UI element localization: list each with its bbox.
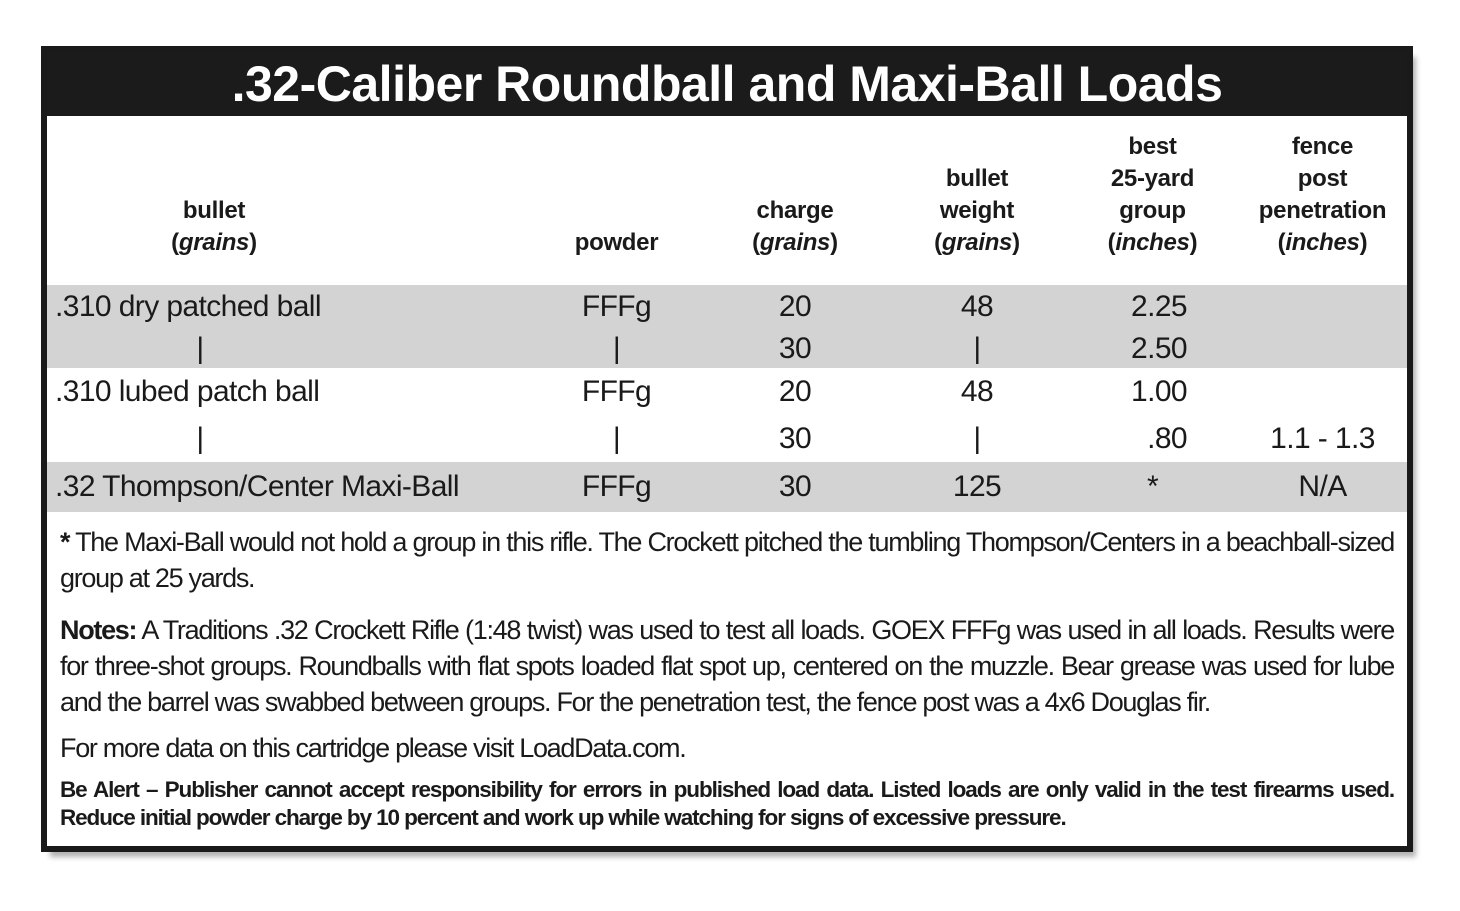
table-title: .32-Caliber Roundball and Maxi-Ball Load…	[231, 56, 1223, 112]
notes-label: Notes:	[60, 615, 138, 645]
cell-best-group: 2.25	[1131, 290, 1188, 323]
cell-bullet: |	[196, 331, 204, 365]
col-header-powder: powder	[574, 229, 659, 256]
cell-bullet-weight: |	[973, 331, 981, 365]
cell-bullet: .32 Thompson/Center Maxi-Ball	[55, 470, 460, 503]
cell-penetration	[1238, 368, 1407, 415]
cell-charge: 20	[778, 374, 812, 408]
cell-bullet: |	[196, 421, 204, 455]
more-data-line: For more data on this cartridge please v…	[60, 733, 687, 763]
cell-charge: 30	[778, 331, 812, 365]
cell-best-group: 2.50	[1131, 331, 1188, 365]
asterisk-marker: *	[60, 527, 71, 557]
publisher-alert: Be Alert – Publisher cannot accept respo…	[60, 777, 1395, 830]
cell-bullet-weight: |	[973, 421, 981, 455]
cell-penetration: 1.1 - 1.3	[1270, 421, 1375, 455]
asterisk-footnote-text: The Maxi-Ball would not hold a group in …	[60, 527, 1395, 593]
header-row: bullet (grains) powder charge (grains) b…	[47, 116, 1407, 285]
cell-powder: FFFg	[581, 470, 652, 503]
notes-text: A Traditions .32 Crockett Rifle (1:48 tw…	[60, 615, 1395, 717]
cell-bullet: .310 lubed patch ball	[55, 374, 320, 408]
cell-bullet-weight: 48	[960, 290, 994, 323]
col-header-bullet: bullet (grains)	[171, 197, 257, 256]
col-header-charge: charge (grains)	[752, 197, 838, 256]
cell-penetration	[1238, 285, 1407, 329]
load-row-dry-patched-ball: .310 dry patched ball FFFg 20 48 2.25	[47, 285, 1407, 329]
cell-charge: 20	[778, 290, 812, 323]
load-row-thompson-center-maxi-ball: .32 Thompson/Center Maxi-Ball FFFg 30 12…	[47, 462, 1407, 512]
cell-bullet: .310 dry patched ball	[55, 290, 322, 323]
load-data-table: .32-Caliber Roundball and Maxi-Ball Load…	[41, 46, 1413, 852]
col-header-best-group: best 25-yard group (inches)	[1107, 133, 1198, 256]
cell-penetration	[1238, 329, 1407, 368]
cell-penetration: N/A	[1298, 470, 1347, 503]
asterisk-footnote: * The Maxi-Ball would not hold a group i…	[60, 524, 1395, 596]
table-title-bar: .32-Caliber Roundball and Maxi-Ball Load…	[47, 52, 1407, 116]
col-header-fence-post-penetration: fence post penetration (inches)	[1258, 133, 1387, 256]
load-row-lubed-patch-ball: .310 lubed patch ball FFFg 20 48 1.00	[47, 368, 1407, 415]
cell-best-group: 1.00	[1131, 374, 1188, 408]
cell-charge: 30	[778, 470, 812, 503]
cell-powder: FFFg	[581, 290, 652, 323]
footnotes-section: * The Maxi-Ball would not hold a group i…	[47, 512, 1407, 846]
load-row-dry-patched-ball-cont: | | 30 | 2.50	[47, 329, 1407, 368]
cell-powder: |	[612, 331, 621, 365]
cell-bullet-weight: 125	[952, 470, 1002, 503]
cell-best-group: .80	[1147, 421, 1188, 455]
load-row-lubed-patch-ball-cont: | | 30 | .80 1.1 - 1.3	[47, 415, 1407, 462]
loads-table: bullet (grains) powder charge (grains) b…	[47, 116, 1407, 512]
col-header-bullet-weight: bullet weight (grains)	[934, 165, 1020, 256]
cell-powder: FFFg	[581, 374, 652, 408]
cell-powder: |	[612, 421, 621, 455]
notes-paragraph: Notes: A Traditions .32 Crockett Rifle (…	[60, 612, 1395, 720]
cell-bullet-weight: 48	[960, 374, 994, 408]
cell-charge: 30	[778, 421, 812, 455]
cell-best-group: *	[1146, 470, 1159, 503]
